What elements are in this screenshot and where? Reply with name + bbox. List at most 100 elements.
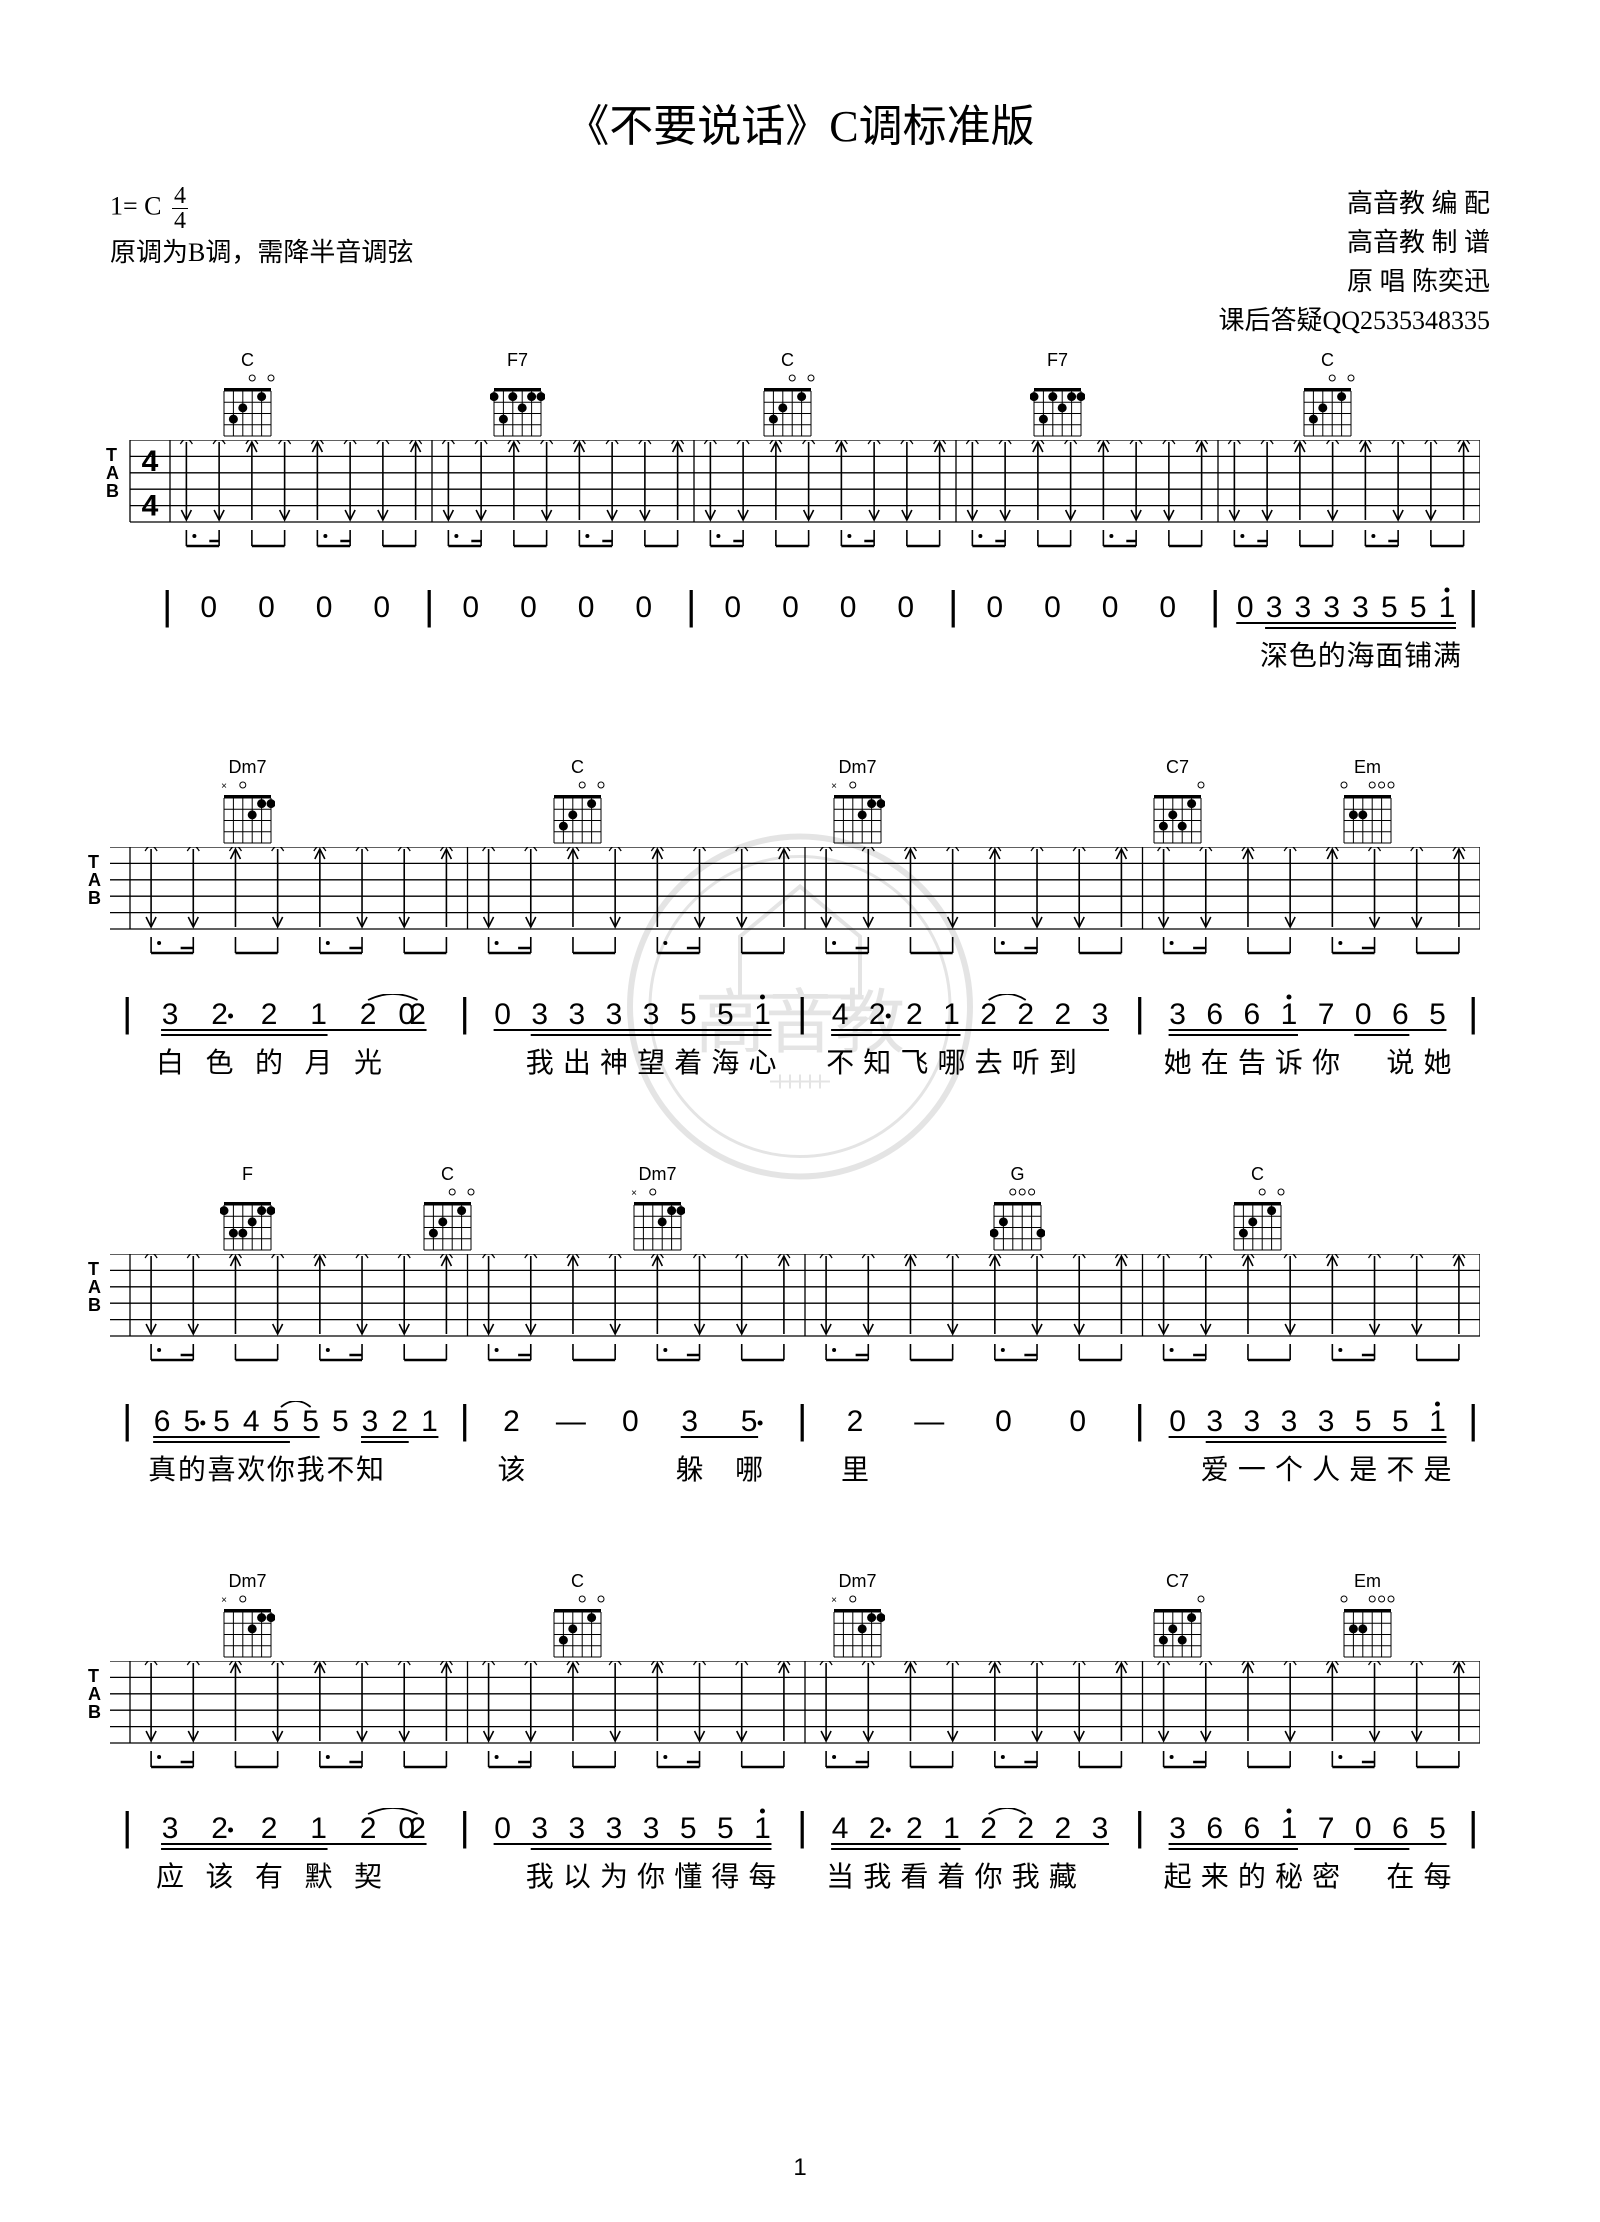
svg-text:以: 以	[563, 1862, 591, 1893]
svg-text:0: 0	[200, 591, 217, 624]
svg-text:2: 2	[211, 1812, 228, 1845]
svg-text:1: 1	[754, 1812, 771, 1845]
svg-text:5: 5	[741, 1405, 758, 1438]
svg-text:我: 我	[526, 1047, 554, 1079]
svg-text:6: 6	[1392, 1812, 1409, 1845]
svg-text:0: 0	[258, 591, 275, 624]
svg-text:有: 有	[255, 1861, 283, 1893]
svg-text:人: 人	[1312, 1455, 1340, 1486]
svg-text:7: 7	[1318, 998, 1335, 1031]
chord-name: C	[760, 350, 815, 371]
svg-text:铺: 铺	[1404, 640, 1432, 672]
svg-text:0: 0	[1044, 591, 1061, 624]
svg-text:里: 里	[841, 1455, 869, 1486]
svg-text:你: 你	[1312, 1047, 1340, 1079]
svg-text:0: 0	[986, 591, 1003, 624]
svg-text:0: 0	[462, 591, 479, 624]
svg-text:|: |	[460, 1808, 470, 1849]
chord-name: Dm7	[630, 1164, 685, 1185]
svg-text:6: 6	[1206, 1812, 1223, 1845]
svg-text:神: 神	[600, 1047, 628, 1079]
svg-text:0: 0	[1069, 1405, 1086, 1438]
svg-text:0: 0	[398, 998, 415, 1031]
svg-text:说: 说	[1386, 1047, 1414, 1079]
svg-text:|: |	[122, 1401, 132, 1442]
svg-text:5: 5	[332, 1405, 349, 1438]
svg-text:告: 告	[1238, 1047, 1266, 1079]
chord-name: C7	[1150, 1571, 1205, 1592]
svg-text:听: 听	[1012, 1047, 1040, 1079]
svg-text:3: 3	[681, 1405, 698, 1438]
svg-text:2: 2	[869, 998, 886, 1031]
chord-diagram: Em	[1340, 1571, 1395, 1664]
svg-text:2: 2	[1055, 998, 1072, 1031]
svg-text:飞: 飞	[900, 1048, 928, 1079]
music-system: Dm7 × C Dm7 × C7 Em TAB|3221220白色的月光|033…	[110, 757, 1490, 1094]
chord-name: C	[1300, 350, 1355, 371]
svg-text:|: |	[1468, 994, 1478, 1035]
svg-text:0: 0	[494, 998, 511, 1031]
svg-text:1: 1	[1281, 1812, 1298, 1845]
chord-diagram: C	[1230, 1164, 1285, 1257]
chord-name: C	[220, 350, 275, 371]
svg-text:0: 0	[1169, 1405, 1186, 1438]
svg-text:每: 每	[748, 1861, 776, 1893]
svg-text:0: 0	[635, 591, 652, 624]
svg-text:个: 个	[1275, 1455, 1303, 1486]
svg-text:0: 0	[1355, 998, 1372, 1031]
svg-text:|: |	[797, 1401, 807, 1442]
svg-text:|: |	[460, 1401, 470, 1442]
chord-diagram: C	[420, 1164, 475, 1257]
svg-text:0: 0	[622, 1405, 639, 1438]
svg-text:满: 满	[1433, 640, 1461, 672]
tab-label: TAB	[88, 1667, 101, 1721]
chord-diagram: C	[1300, 350, 1355, 443]
credit-transcriber: 高音教 制 谱	[1218, 223, 1490, 262]
svg-text:0: 0	[398, 1812, 415, 1845]
svg-text:去: 去	[975, 1047, 1003, 1079]
svg-text:1: 1	[943, 998, 960, 1031]
chord-name: Dm7	[220, 757, 275, 778]
svg-text:|: |	[686, 587, 696, 628]
time-signature: 4 4	[172, 184, 188, 233]
svg-text:0: 0	[1102, 591, 1119, 624]
svg-text:哪: 哪	[937, 1048, 965, 1079]
svg-text:2: 2	[906, 1812, 923, 1845]
svg-text:你: 你	[267, 1454, 295, 1486]
svg-text:5: 5	[680, 998, 697, 1031]
chord-diagram: Dm7 ×	[220, 1571, 275, 1664]
svg-text:我: 我	[1012, 1861, 1040, 1893]
svg-text:|: |	[122, 1808, 132, 1849]
svg-text:3: 3	[569, 998, 586, 1031]
svg-text:知: 知	[356, 1454, 384, 1486]
svg-text:3: 3	[643, 998, 660, 1031]
number-notation-row: |0000|0000|0000|0000|03333551深色的海面铺满|	[110, 587, 1480, 687]
svg-text:1: 1	[1439, 591, 1456, 624]
svg-text:深: 深	[1260, 641, 1288, 672]
chord-diagram: Dm7 ×	[830, 1571, 885, 1664]
svg-text:|: |	[797, 994, 807, 1035]
svg-text:我: 我	[297, 1454, 325, 1486]
svg-text:2: 2	[1017, 998, 1034, 1031]
chord-diagram: C	[550, 1571, 605, 1664]
tab-staff: TAB	[110, 847, 1480, 974]
header-left: 1= C 4 4 原调为B调，需降半音调弦	[110, 184, 413, 340]
chord-name: C	[1230, 1164, 1285, 1185]
timesig-denominator: 4	[172, 209, 188, 233]
tab-label: TAB	[88, 1260, 101, 1314]
svg-text:3: 3	[1092, 1812, 1109, 1845]
svg-text:0: 0	[782, 591, 799, 624]
svg-text:1: 1	[754, 998, 771, 1031]
credit-contact: 课后答疑QQ2535348335	[1218, 301, 1490, 340]
svg-text:2: 2	[1055, 1812, 1072, 1845]
svg-text:喜: 喜	[208, 1454, 236, 1486]
svg-text:6: 6	[1392, 998, 1409, 1031]
chord-name: Em	[1340, 757, 1395, 778]
chord-name: Dm7	[830, 1571, 885, 1592]
svg-text:的: 的	[1318, 640, 1346, 672]
svg-text:5: 5	[717, 998, 734, 1031]
chord-diagram: C	[550, 757, 605, 850]
svg-text:3: 3	[162, 998, 179, 1031]
svg-text:3: 3	[162, 1812, 179, 1845]
chord-name: C	[550, 1571, 605, 1592]
